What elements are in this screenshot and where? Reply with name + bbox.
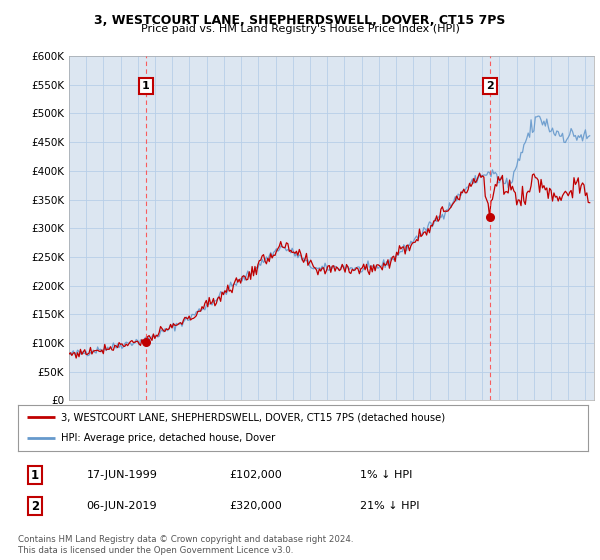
Text: 3, WESTCOURT LANE, SHEPHERDSWELL, DOVER, CT15 7PS (detached house): 3, WESTCOURT LANE, SHEPHERDSWELL, DOVER,… [61, 412, 445, 422]
Text: 1: 1 [142, 81, 149, 91]
Text: Contains HM Land Registry data © Crown copyright and database right 2024.
This d: Contains HM Land Registry data © Crown c… [18, 535, 353, 555]
Text: 17-JUN-1999: 17-JUN-1999 [86, 470, 157, 480]
Text: 1: 1 [31, 469, 39, 482]
Text: 2: 2 [486, 81, 494, 91]
Text: £320,000: £320,000 [229, 501, 281, 511]
Text: 3, WESTCOURT LANE, SHEPHERDSWELL, DOVER, CT15 7PS: 3, WESTCOURT LANE, SHEPHERDSWELL, DOVER,… [94, 14, 506, 27]
Text: HPI: Average price, detached house, Dover: HPI: Average price, detached house, Dove… [61, 433, 275, 444]
Text: 1% ↓ HPI: 1% ↓ HPI [360, 470, 412, 480]
Text: 2: 2 [31, 500, 39, 512]
Text: Price paid vs. HM Land Registry's House Price Index (HPI): Price paid vs. HM Land Registry's House … [140, 24, 460, 34]
Text: £102,000: £102,000 [229, 470, 281, 480]
Text: 06-JUN-2019: 06-JUN-2019 [86, 501, 157, 511]
Text: 21% ↓ HPI: 21% ↓ HPI [360, 501, 419, 511]
